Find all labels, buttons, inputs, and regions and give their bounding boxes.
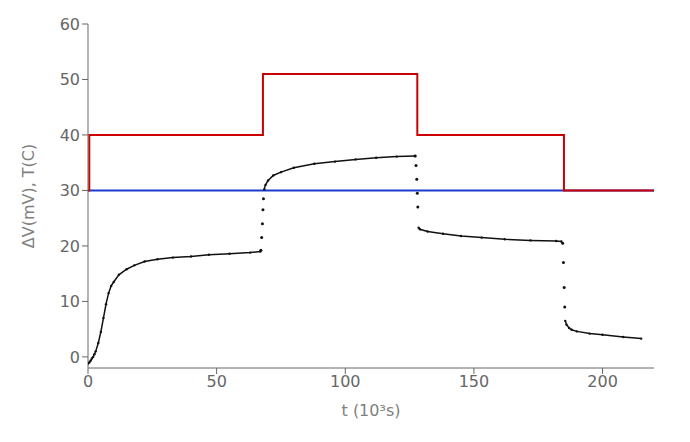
svg-text:0: 0 [70, 348, 80, 367]
svg-text:30: 30 [60, 181, 80, 200]
svg-text:100: 100 [330, 372, 361, 391]
svg-text:150: 150 [459, 372, 490, 391]
svg-text:60: 60 [60, 15, 80, 34]
svg-text:0: 0 [83, 372, 93, 391]
svg-text:200: 200 [587, 372, 618, 391]
svg-text:t (10³s): t (10³s) [342, 401, 401, 420]
svg-text:ΔV(mV), T(C): ΔV(mV), T(C) [19, 144, 38, 249]
svg-text:10: 10 [60, 292, 80, 311]
svg-text:50: 50 [206, 372, 226, 391]
svg-text:20: 20 [60, 237, 80, 256]
svg-text:40: 40 [60, 126, 80, 145]
svg-text:50: 50 [60, 70, 80, 89]
